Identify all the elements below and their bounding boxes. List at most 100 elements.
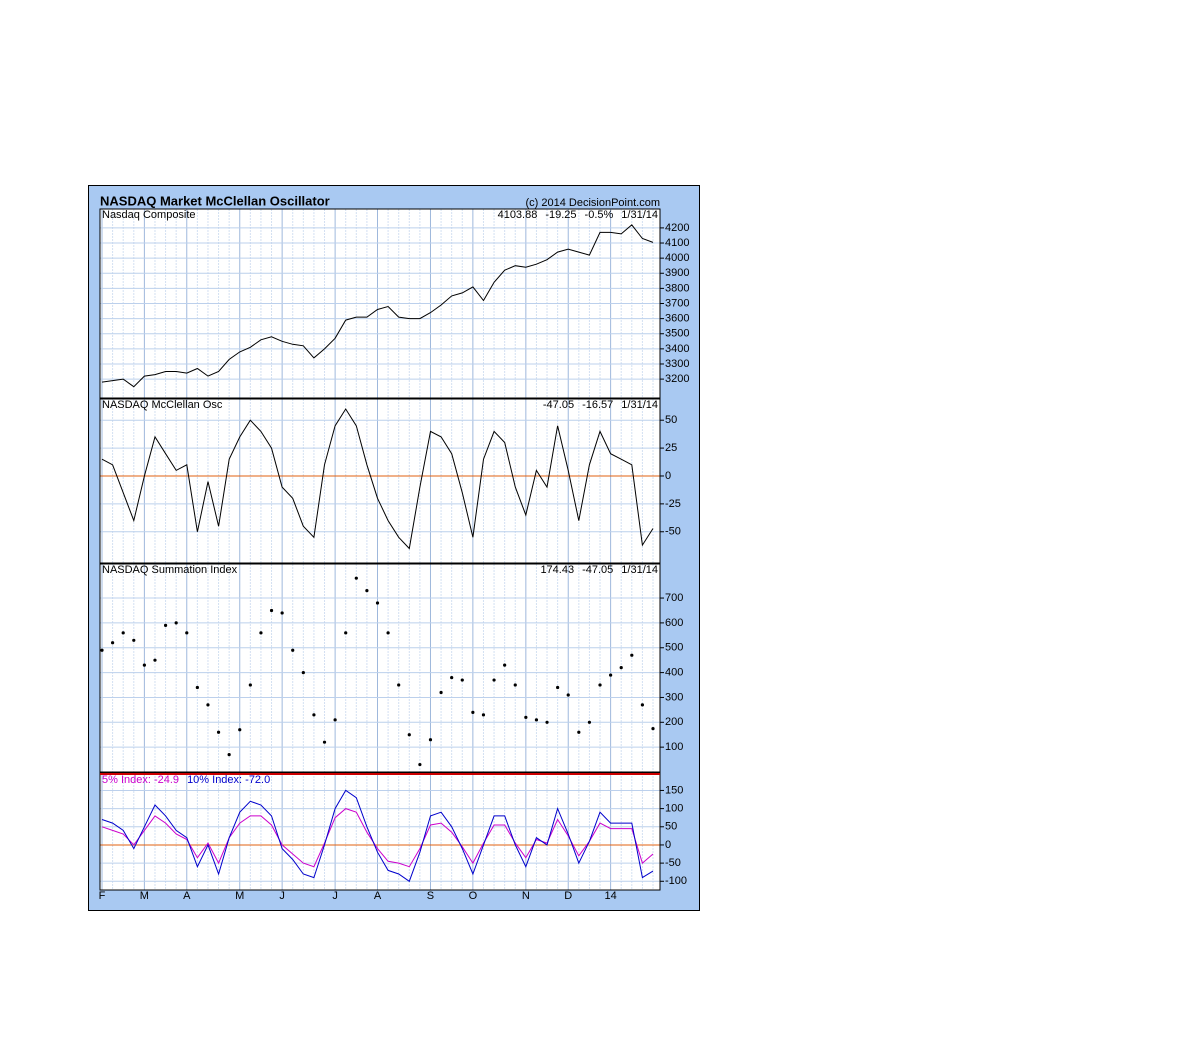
x-tick-label: J <box>279 890 285 902</box>
data-dot <box>259 631 263 635</box>
data-dot <box>609 673 613 677</box>
data-dot <box>375 601 380 605</box>
data-dot <box>238 728 242 732</box>
y-tick-label: 500 <box>665 642 683 654</box>
y-tick-label: 3700 <box>665 297 689 309</box>
data-dot <box>640 703 645 707</box>
y-tick-label: 100 <box>665 803 683 815</box>
data-dot <box>333 718 337 722</box>
x-tick-label: N <box>522 890 530 902</box>
data-line <box>101 408 654 550</box>
y-tick-label: 150 <box>665 784 683 796</box>
y-tick-label: 200 <box>665 716 683 728</box>
info-value: -0.5% <box>585 209 614 221</box>
info-value: 4103.88 <box>498 209 538 221</box>
data-dot <box>227 753 231 757</box>
data-dot <box>163 623 168 627</box>
y-tick-label: 0 <box>665 839 671 851</box>
y-tick-label: 0 <box>665 470 671 482</box>
data-line <box>101 224 654 388</box>
data-dot <box>248 683 252 687</box>
data-dot <box>100 648 104 652</box>
data-dot <box>407 733 411 737</box>
info-value: 174.43 <box>540 564 574 576</box>
legend-entry: 5% Index: -24.9 <box>102 774 179 786</box>
x-tick-label: S <box>427 890 434 902</box>
data-dot <box>513 683 517 687</box>
info-value: -16.57 <box>582 399 613 411</box>
data-dot <box>185 631 189 635</box>
data-line <box>101 789 654 883</box>
panel-info: -47.05 -16.57 1/31/14 <box>543 399 658 411</box>
y-tick-label: -50 <box>665 526 681 538</box>
data-dot <box>503 663 507 667</box>
info-value: 1/31/14 <box>621 399 658 411</box>
data-dot <box>428 738 433 742</box>
y-tick-label: 25 <box>665 442 677 454</box>
data-dot <box>291 648 295 652</box>
panel-info: 174.43 -47.05 1/31/14 <box>540 564 658 576</box>
data-dot <box>397 683 401 687</box>
x-tick-label: O <box>469 890 478 902</box>
data-dot <box>312 713 316 717</box>
info-value: -47.05 <box>543 399 574 411</box>
panel-border <box>99 208 661 399</box>
data-dot <box>322 740 327 744</box>
y-tick-label: -25 <box>665 498 681 510</box>
y-tick-label: 300 <box>665 691 683 703</box>
data-dot <box>598 683 602 687</box>
data-dot <box>280 611 284 615</box>
data-dot <box>269 608 274 613</box>
data-dot <box>556 685 560 690</box>
y-tick-label: 3500 <box>665 328 689 340</box>
x-tick-label: A <box>183 890 191 902</box>
y-tick-label: 3400 <box>665 343 689 355</box>
y-tick-label: 3800 <box>665 282 689 294</box>
x-tick-label: A <box>374 890 382 902</box>
y-tick-label: 700 <box>665 592 683 604</box>
info-value: 1/31/14 <box>621 209 658 221</box>
x-tick-label: 14 <box>604 890 616 902</box>
x-tick-label: F <box>99 890 106 902</box>
y-tick-label: 4000 <box>665 252 689 264</box>
data-dot <box>492 678 496 682</box>
data-dot <box>460 678 464 682</box>
data-dot <box>524 715 528 719</box>
data-dot <box>545 720 549 724</box>
x-tick-label: M <box>235 890 244 902</box>
data-dot <box>418 762 422 767</box>
y-tick-label: 100 <box>665 741 683 753</box>
data-dot <box>132 638 136 642</box>
data-dot <box>110 641 115 645</box>
y-tick-label: -50 <box>665 857 681 869</box>
data-dot <box>206 703 210 707</box>
data-dot <box>651 727 655 731</box>
x-tick-label: J <box>332 890 338 902</box>
y-tick-label: 50 <box>665 414 677 426</box>
x-tick-label: M <box>140 890 149 902</box>
data-dot <box>216 730 221 734</box>
y-tick-label: 600 <box>665 617 683 629</box>
info-value: -47.05 <box>582 564 613 576</box>
data-dot <box>630 653 634 657</box>
data-dot <box>365 588 369 593</box>
info-value: -19.25 <box>545 209 576 221</box>
panel-title: Nasdaq Composite <box>102 209 196 221</box>
info-value: 1/31/14 <box>621 564 658 576</box>
data-dot <box>344 631 348 635</box>
data-dot <box>587 720 592 724</box>
data-dot <box>471 710 475 714</box>
copyright: (c) 2014 DecisionPoint.com <box>525 197 660 209</box>
y-tick-label: 4200 <box>665 222 689 234</box>
data-dot <box>439 690 443 695</box>
data-dot <box>386 631 390 635</box>
data-dot <box>301 670 305 675</box>
y-tick-label: -100 <box>665 875 687 887</box>
y-tick-label: 400 <box>665 667 683 679</box>
y-tick-label: 3900 <box>665 267 689 279</box>
data-dot <box>450 675 454 680</box>
data-dot <box>195 685 199 690</box>
y-tick-label: 3300 <box>665 358 689 370</box>
